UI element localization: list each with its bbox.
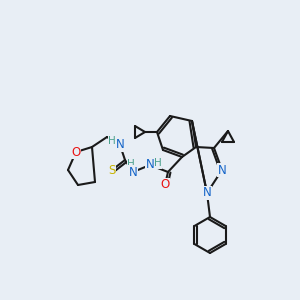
Text: N: N xyxy=(129,166,137,178)
Text: H: H xyxy=(154,158,162,168)
Text: N: N xyxy=(218,164,226,176)
Text: H: H xyxy=(127,159,135,169)
Text: O: O xyxy=(71,146,81,158)
Text: N: N xyxy=(116,139,124,152)
Text: S: S xyxy=(108,164,116,176)
Text: N: N xyxy=(146,158,154,172)
Text: O: O xyxy=(160,178,169,191)
Text: H: H xyxy=(108,136,116,146)
Text: N: N xyxy=(202,187,211,200)
